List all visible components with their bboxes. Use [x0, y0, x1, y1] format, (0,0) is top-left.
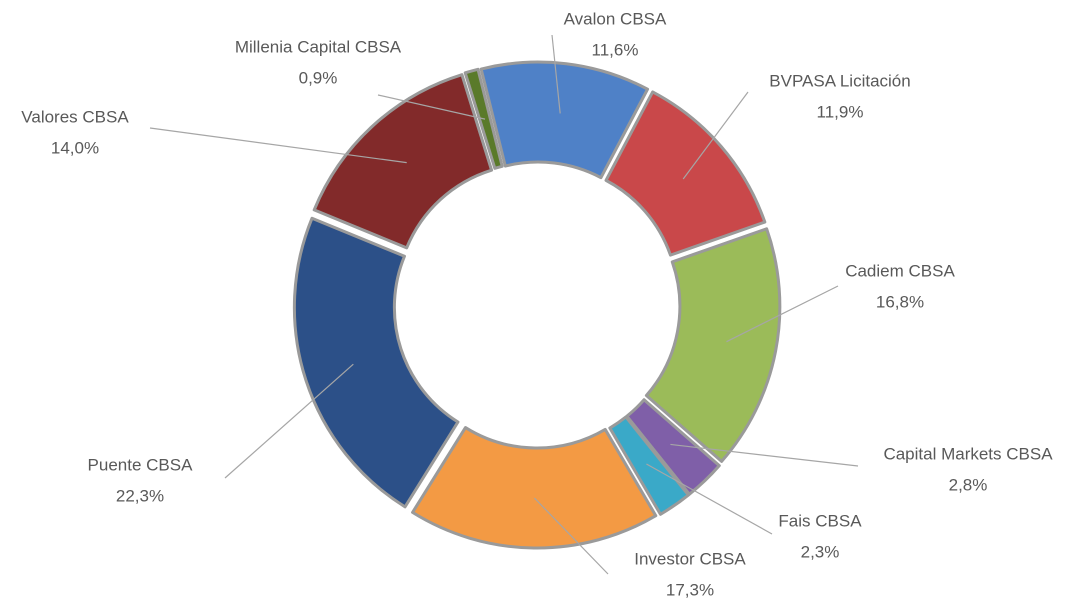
leader-line — [377, 94, 486, 120]
category-label: Millenia Capital CBSA — [235, 37, 402, 56]
category-label: Puente CBSA — [88, 455, 194, 474]
value-label: 0,9% — [299, 68, 338, 87]
leader-line — [726, 285, 839, 343]
slice — [312, 73, 494, 250]
slice — [644, 227, 782, 463]
category-label: Capital Markets CBSA — [883, 444, 1053, 463]
value-label: 2,8% — [949, 475, 988, 494]
slice — [479, 60, 650, 180]
category-label: BVPASA Licitación — [769, 71, 910, 90]
value-label: 22,3% — [116, 486, 164, 505]
leader-line — [149, 127, 407, 164]
value-label: 11,6% — [592, 40, 639, 59]
value-label: 14,0% — [51, 138, 99, 157]
value-label: 17,3% — [666, 580, 714, 599]
category-label: Cadiem CBSA — [845, 261, 955, 280]
leader-line — [682, 91, 749, 180]
leader-line — [670, 443, 859, 467]
value-label: 2,3% — [801, 542, 840, 561]
slice — [292, 216, 460, 509]
slice — [411, 426, 658, 550]
slice — [604, 90, 767, 257]
category-label: Avalon CBSA — [564, 9, 667, 28]
leader-line — [224, 363, 354, 479]
leader-line — [533, 497, 609, 575]
value-label: 11,9% — [817, 102, 864, 121]
leader-line — [551, 34, 561, 114]
donut — [292, 60, 782, 550]
category-label: Valores CBSA — [21, 107, 129, 126]
labels: Avalon CBSA 11,6% BVPASA Licitación 11,9% Ca… — [21, 9, 1053, 599]
category-label: Investor CBSA — [634, 549, 746, 568]
value-label: 16,8% — [876, 292, 924, 311]
leader-line — [646, 463, 773, 535]
category-label: Fais CBSA — [778, 511, 862, 530]
